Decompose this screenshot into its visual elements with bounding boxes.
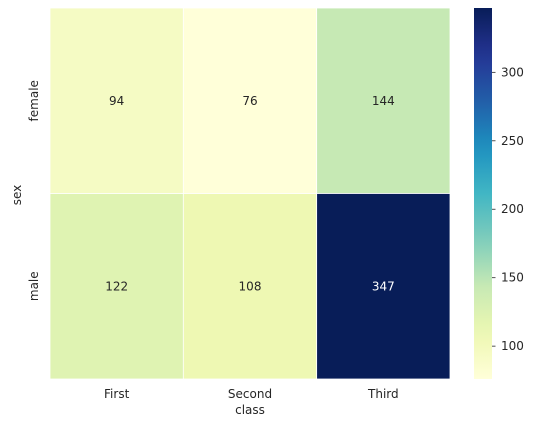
heatmap-cell [49, 7, 184, 194]
heatmap-cell [182, 193, 318, 380]
x-tick-label: Third [367, 387, 399, 401]
x-tick-label: Second [228, 387, 272, 401]
colorbar [474, 8, 492, 379]
colorbar-tick-label: 250 [501, 134, 524, 148]
x-axis-ticks: First Second Third [104, 387, 399, 401]
y-axis-label: sex [10, 185, 24, 206]
y-tick-label: female [27, 80, 41, 121]
colorbar-tick-label: 300 [501, 65, 524, 79]
cell-value-label: 144 [372, 94, 395, 108]
y-axis-ticks: female male [27, 80, 41, 301]
cell-value-label: 108 [239, 279, 262, 293]
cell-value-label: 94 [109, 94, 124, 108]
colorbar-tick-label: 150 [501, 271, 524, 285]
heatmap-cell [316, 193, 451, 380]
heatmap-cell [316, 7, 451, 194]
heatmap-cells [49, 7, 451, 380]
colorbar-tick-label: 100 [501, 339, 524, 353]
colorbar-ticks: 100 150 200 250 300 [492, 65, 524, 353]
colorbar-tick-label: 200 [501, 202, 524, 216]
cell-value-label: 122 [105, 279, 128, 293]
cell-value-label: 76 [242, 94, 257, 108]
cell-value-label: 347 [372, 279, 395, 293]
y-tick-label: male [27, 271, 41, 301]
heatmap-annotations: 94 76 144 122 108 347 [105, 94, 395, 294]
heatmap-cell [49, 193, 184, 380]
x-axis-label: class [235, 403, 265, 417]
heatmap-cell [182, 7, 318, 194]
x-tick-label: First [104, 387, 130, 401]
